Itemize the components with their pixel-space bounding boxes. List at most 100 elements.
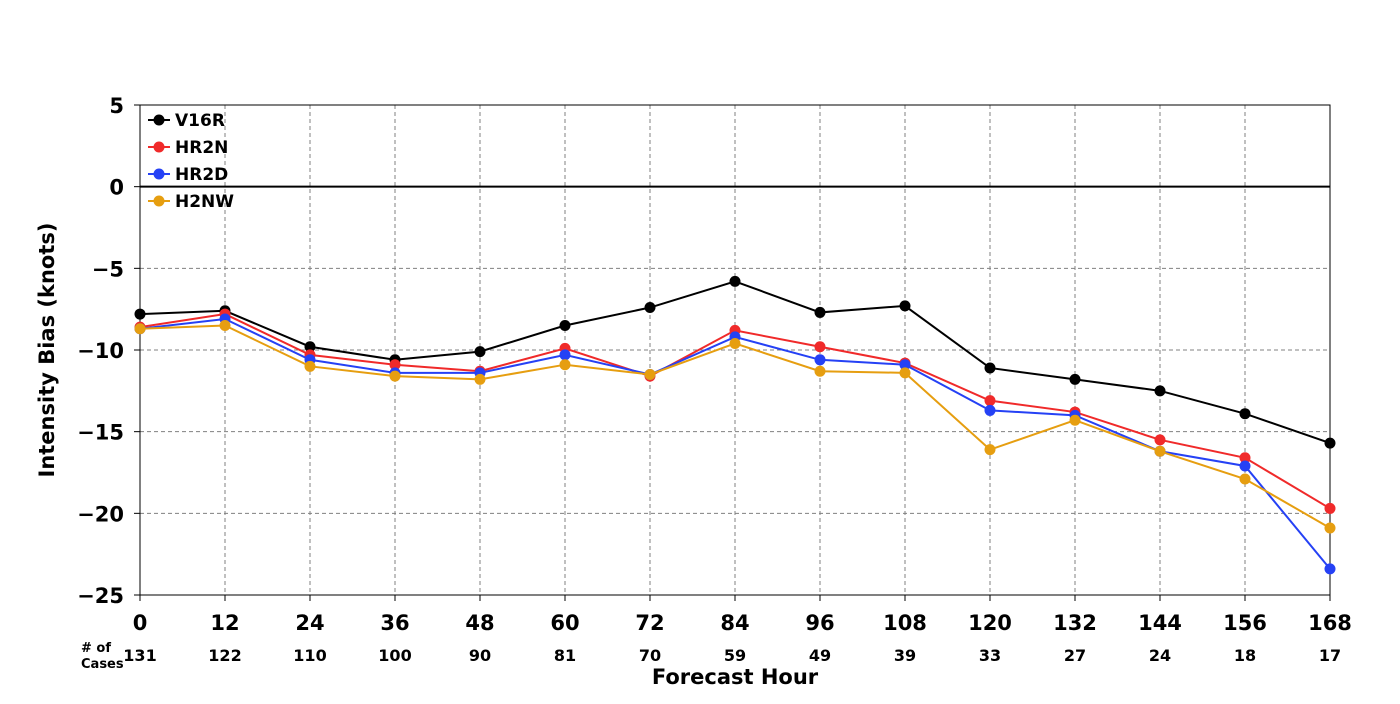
data-point: [899, 300, 911, 312]
x-tick-label: 72: [635, 611, 664, 635]
legend: V16R HR2N HR2D H2NW: [148, 111, 234, 212]
data-point: [389, 359, 401, 371]
data-point: [984, 395, 996, 407]
case-count: 17: [1319, 646, 1341, 665]
data-point: [1324, 522, 1336, 534]
data-point: [729, 275, 741, 287]
y-tick-label: 5: [109, 94, 124, 118]
legend-swatch-marker: [153, 141, 165, 153]
x-tick-label: 48: [465, 611, 494, 635]
legend-label: HR2D: [175, 165, 228, 185]
data-point: [1324, 563, 1336, 575]
data-point: [814, 354, 826, 366]
data-point: [1154, 434, 1166, 446]
x-tick-label: 156: [1223, 611, 1267, 635]
legend-item: HR2D: [148, 165, 228, 185]
y-tick-label: −20: [77, 502, 124, 526]
case-count: 81: [554, 646, 576, 665]
data-point: [1239, 408, 1251, 420]
axes-layer: 5 0 −5 −10 −15 −20 −25 0 12 24 36 48 60 72 84 96 108 120 1…: [77, 94, 1352, 672]
x-tick-label: 0: [133, 611, 148, 635]
case-count: 131: [123, 646, 156, 665]
data-point: [984, 444, 996, 456]
data-point: [814, 306, 826, 318]
legend-swatch-marker: [153, 195, 165, 207]
case-count: 18: [1234, 646, 1256, 665]
case-count: 39: [894, 646, 916, 665]
x-tick-label: 12: [210, 611, 239, 635]
case-count: 59: [724, 646, 746, 665]
data-point: [814, 365, 826, 377]
x-tick-label: 132: [1053, 611, 1097, 635]
legend-label: HR2N: [175, 138, 228, 158]
case-count: 100: [378, 646, 411, 665]
data-point: [134, 308, 146, 320]
case-count: 33: [979, 646, 1001, 665]
data-point: [1154, 445, 1166, 457]
grid-layer: [140, 105, 1330, 595]
data-point: [729, 337, 741, 349]
data-point: [219, 320, 231, 331]
legend-item: HR2N: [148, 138, 228, 158]
x-tick-label: 60: [550, 611, 579, 635]
legend-item: H2NW: [148, 192, 234, 212]
y-tick-label: −25: [77, 584, 124, 608]
case-count: 70: [639, 646, 661, 665]
x-tick-label: 108: [883, 611, 927, 635]
x-tick-label: 84: [720, 611, 749, 635]
data-point: [644, 369, 656, 380]
case-count: 122: [208, 646, 241, 665]
data-point: [559, 359, 571, 371]
data-point: [899, 359, 911, 371]
data-point: [644, 302, 656, 314]
labels-layer: Intensity Bias (knots) Forecast Hour: [35, 223, 819, 690]
x-tick-label: 144: [1138, 611, 1182, 635]
x-tick-label: 36: [380, 611, 409, 635]
legend-label: H2NW: [175, 192, 234, 212]
case-count: 24: [1149, 646, 1171, 665]
cases-label: # of: [81, 641, 111, 656]
data-point: [1239, 460, 1251, 472]
x-tick-label: 24: [295, 611, 324, 635]
data-point: [1324, 437, 1336, 449]
data-point: [1239, 452, 1251, 464]
legend-swatch-marker: [153, 168, 165, 180]
y-tick-label: −15: [77, 421, 124, 445]
data-point: [1239, 473, 1251, 485]
series-line: [139, 280, 1331, 445]
data-point: [304, 360, 316, 372]
data-point: [1069, 414, 1081, 426]
data-point: [389, 370, 401, 382]
y-tick-label: −10: [77, 339, 124, 363]
legend-swatch-marker: [153, 114, 165, 126]
case-count: 49: [809, 646, 831, 665]
series-h2nw: [134, 320, 1336, 534]
data-point: [474, 346, 486, 358]
data-point: [984, 362, 996, 374]
x-tick-label: 96: [805, 611, 834, 635]
data-point: [134, 323, 146, 335]
legend-item: V16R: [148, 111, 225, 131]
x-tick-label: 168: [1308, 611, 1352, 635]
data-point: [814, 341, 826, 353]
cases-label: Cases: [81, 657, 124, 672]
y-axis-title: Intensity Bias (knots): [35, 223, 59, 478]
y-tick-label: 0: [109, 176, 124, 200]
data-point: [1069, 373, 1081, 385]
series-v16r: [134, 275, 1336, 449]
y-tick-label: −5: [92, 257, 124, 281]
case-count: 110: [293, 646, 326, 665]
x-axis-title: Forecast Hour: [652, 665, 819, 689]
x-tick-label: 120: [968, 611, 1012, 635]
case-count: 27: [1064, 646, 1086, 665]
legend-label: V16R: [175, 111, 225, 131]
data-point: [304, 341, 316, 353]
data-point: [1324, 502, 1336, 514]
data-point: [984, 404, 996, 416]
case-count: 90: [469, 646, 491, 665]
data-point: [559, 349, 571, 361]
data-point: [1154, 385, 1166, 397]
data-point: [899, 367, 911, 379]
